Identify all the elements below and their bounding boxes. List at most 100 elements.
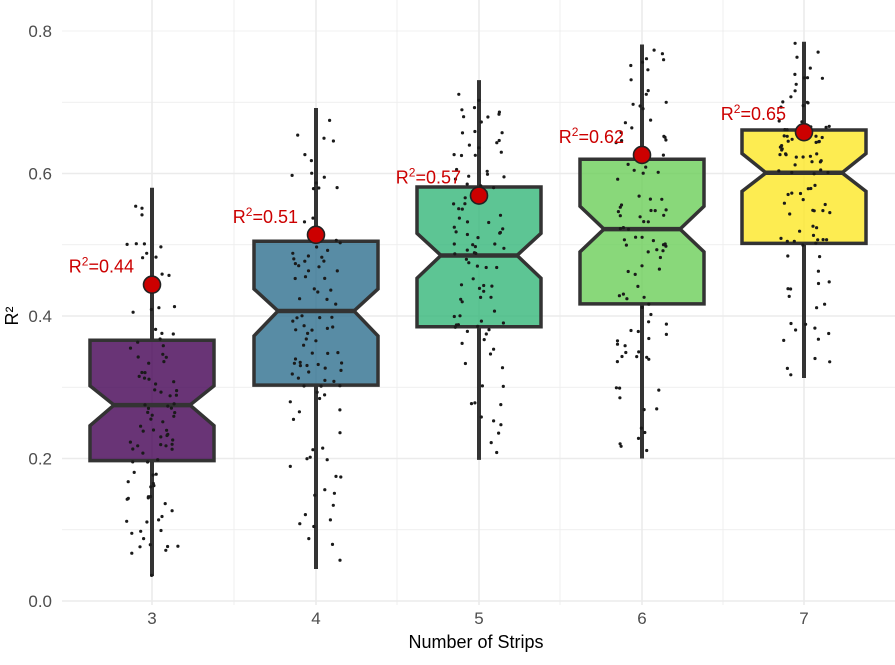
jitter-point (786, 192, 790, 197)
jitter-point (663, 242, 667, 246)
jitter-point (816, 50, 820, 54)
jitter-point (814, 140, 818, 144)
jitter-point (125, 242, 129, 246)
jitter-point (452, 314, 456, 319)
r2-label: R2=0.44 (69, 255, 134, 277)
jitter-point (334, 302, 338, 306)
jitter-point (498, 213, 503, 217)
jitter-point (786, 287, 790, 291)
jitter-point (128, 346, 133, 350)
jitter-point (809, 186, 813, 191)
jitter-point (649, 118, 653, 122)
r2-label: R2=0.57 (396, 166, 461, 188)
jitter-point (499, 150, 503, 154)
jitter-point (486, 115, 490, 119)
jitter-point (497, 431, 501, 435)
jitter-point (783, 128, 787, 132)
jitter-point (645, 355, 649, 359)
y-tick-label: 0.6 (28, 165, 52, 184)
jitter-point (164, 355, 168, 359)
jitter-point (300, 314, 304, 318)
jitter-point (460, 341, 464, 345)
jitter-point (176, 544, 180, 548)
jitter-point (141, 256, 145, 260)
jitter-point (817, 139, 821, 144)
x-tick-label: 4 (311, 609, 320, 628)
jitter-point (818, 255, 822, 259)
jitter-point (297, 410, 301, 414)
jitter-point (625, 297, 629, 301)
jitter-point (319, 384, 323, 388)
jitter-point (328, 518, 332, 522)
jitter-point (149, 485, 153, 489)
jitter-point (492, 186, 496, 190)
jitter-point (169, 406, 173, 410)
jitter-point (307, 370, 311, 374)
jitter-point (806, 187, 810, 191)
jitter-point (647, 357, 651, 361)
jitter-point (644, 165, 648, 169)
jitter-point (134, 204, 138, 208)
jitter-point (811, 224, 815, 228)
jitter-point (322, 175, 326, 179)
jitter-point (615, 342, 620, 346)
jitter-point (643, 430, 647, 435)
jitter-point (325, 326, 329, 330)
jitter-point (131, 447, 135, 451)
jitter-point (139, 424, 143, 428)
jitter-point (130, 531, 134, 535)
jitter-point (820, 135, 824, 140)
jitter-point (460, 207, 464, 211)
jitter-point (457, 216, 461, 220)
jitter-point (173, 411, 177, 415)
jitter-point (151, 481, 155, 486)
jitter-point (479, 319, 483, 323)
jitter-point (664, 138, 668, 142)
jitter-point (339, 368, 343, 372)
jitter-point (452, 153, 456, 157)
jitter-point (154, 255, 158, 259)
jitter-point (467, 143, 471, 147)
jitter-point (637, 194, 641, 198)
jitter-point (331, 139, 335, 143)
jitter-point (499, 423, 503, 427)
jitter-point (291, 319, 295, 323)
jitter-point (473, 129, 477, 134)
jitter-point (453, 177, 458, 181)
jitter-point (813, 326, 817, 330)
jitter-point (165, 428, 169, 432)
jitter-point (794, 328, 798, 332)
jitter-point (497, 138, 501, 143)
jitter-point (137, 374, 141, 378)
jitter-point (476, 236, 480, 240)
jitter-point (495, 141, 499, 145)
jitter-point (330, 315, 334, 319)
jitter-point (175, 389, 179, 393)
jitter-point (340, 361, 344, 365)
jitter-point (655, 248, 659, 252)
jitter-point (293, 357, 298, 361)
jitter-point (458, 314, 462, 318)
jitter-point (801, 198, 805, 202)
jitter-point (808, 66, 812, 70)
jitter-point (318, 316, 322, 320)
jitter-point (160, 331, 164, 335)
jitter-point (164, 548, 168, 552)
jitter-point (454, 230, 458, 234)
jitter-point (306, 254, 310, 258)
jitter-point (465, 329, 469, 333)
jitter-point (309, 159, 313, 163)
jitter-point (172, 305, 177, 309)
r2-label-value: =0.57 (415, 168, 461, 188)
jitter-point (636, 284, 640, 288)
jitter-point (290, 173, 294, 177)
jitter-point (479, 120, 483, 124)
jitter-point (473, 401, 477, 405)
jitter-point (311, 187, 316, 191)
jitter-point (622, 238, 627, 242)
jitter-point (126, 496, 130, 500)
jitter-point (316, 290, 320, 294)
jitter-point (642, 295, 646, 299)
jitter-point (618, 442, 622, 446)
boxplots (88, 41, 868, 577)
